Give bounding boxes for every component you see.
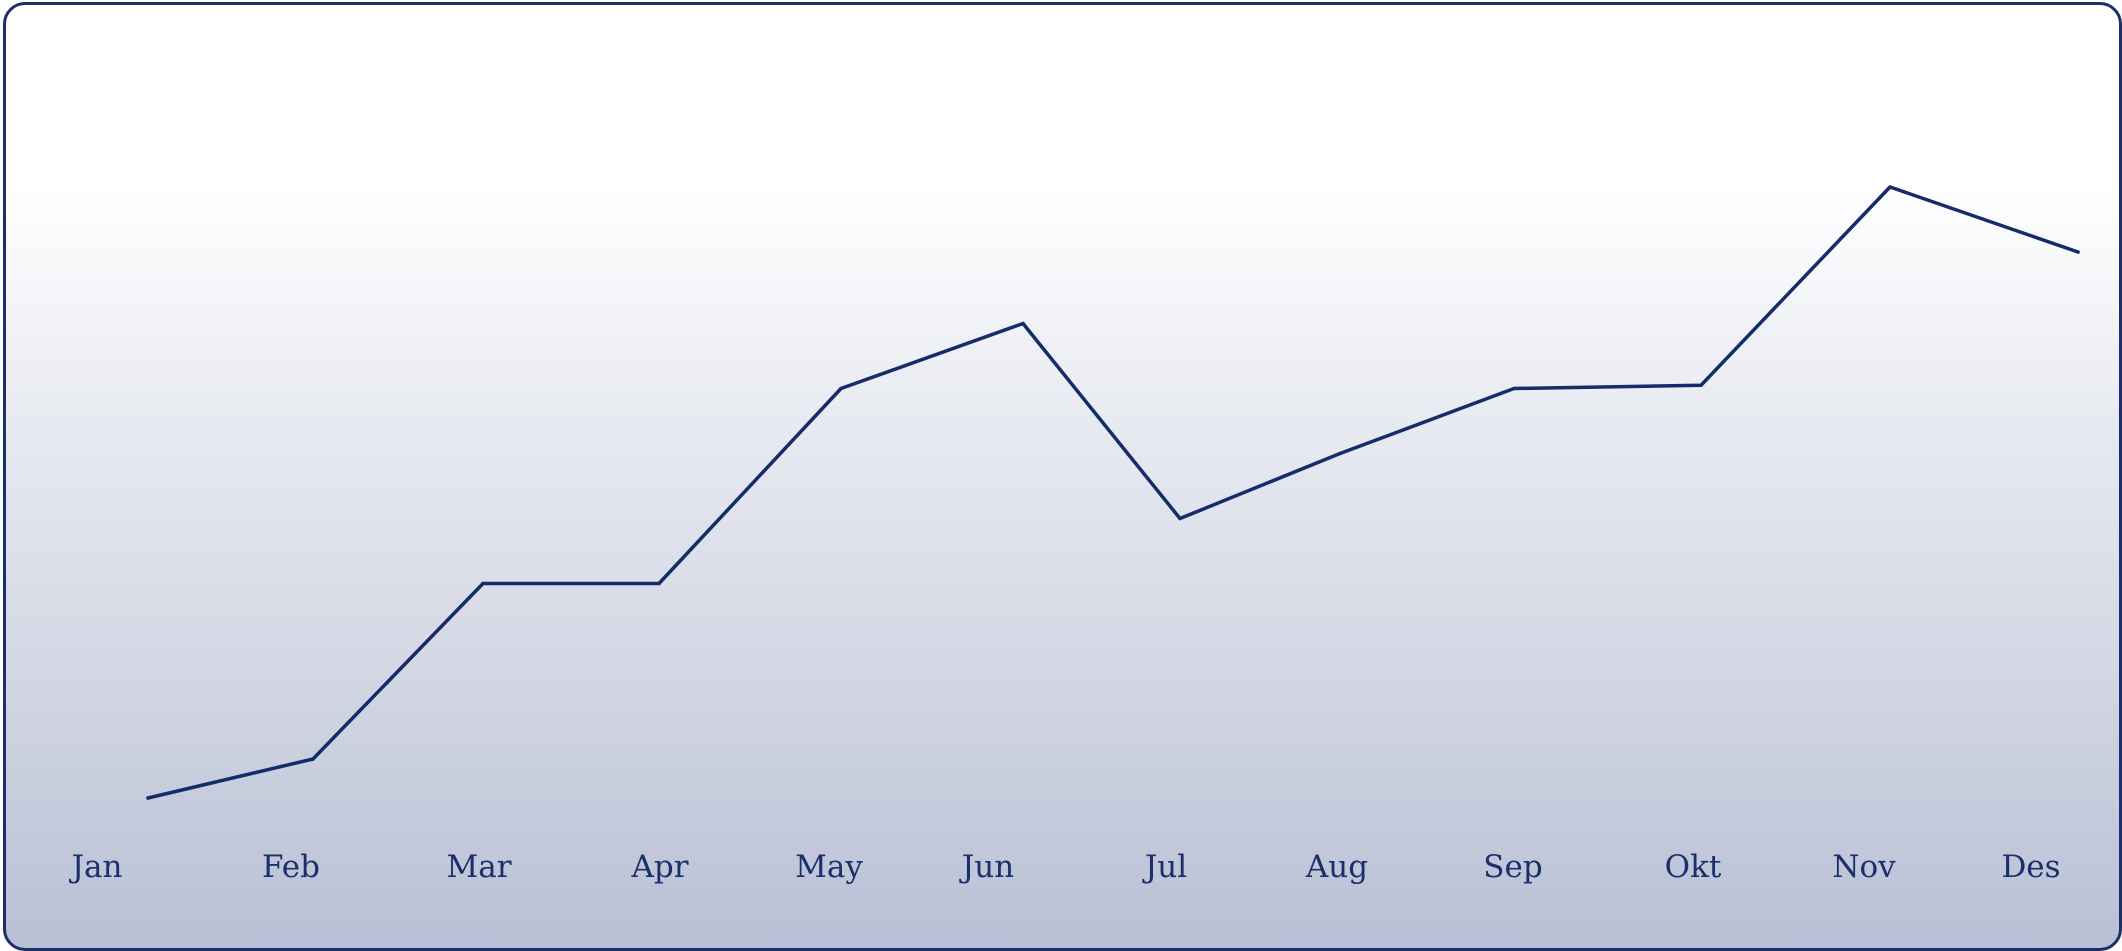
x-axis-tick-labels: Jan Feb Mar Apr May Jun Jul Aug Sep Okt Nov Des — [69, 849, 2061, 885]
data-point-apr — [657, 581, 661, 586]
series-layer — [146, 185, 2080, 800]
x-tick-label-mar: Mar — [446, 849, 511, 885]
x-tick-label-jul: Jul — [1142, 849, 1187, 885]
x-tick-label-jan: Jan — [69, 849, 123, 885]
data-point-okt — [1699, 383, 1703, 388]
data-point-jul — [1178, 516, 1182, 521]
x-tick-label-des: Des — [2001, 849, 2060, 885]
data-point-jan — [146, 796, 150, 800]
data-point-sep — [1512, 386, 1516, 391]
x-tick-label-feb: Feb — [262, 849, 320, 885]
x-tick-label-nov: Nov — [1832, 849, 1896, 885]
x-tick-label-aug: Aug — [1305, 849, 1368, 885]
data-point-may — [839, 386, 843, 391]
series-line-0 — [146, 185, 2080, 800]
data-point-aug — [1338, 451, 1342, 456]
data-point-des — [2076, 250, 2080, 254]
data-point-jun — [1021, 321, 1025, 326]
data-point-feb — [311, 757, 315, 761]
x-tick-label-sep: Sep — [1483, 849, 1542, 885]
data-point-mar — [481, 581, 485, 586]
x-tick-label-apr: Apr — [630, 849, 688, 885]
x-tick-label-okt: Okt — [1665, 849, 1722, 885]
data-point-nov — [1888, 185, 1892, 189]
x-tick-label-may: May — [795, 849, 863, 885]
x-tick-label-jun: Jun — [959, 849, 1014, 885]
chart-card — [3, 2, 2122, 951]
